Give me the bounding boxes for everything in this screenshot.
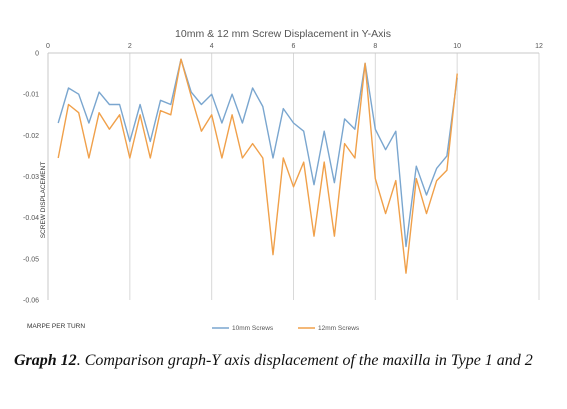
x-tick-label: 2 [128,43,132,50]
y-tick-label: -0.02 [23,133,39,140]
x-tick-label: 0 [46,43,50,50]
x-tick-label: 4 [210,43,214,50]
legend: 10mm Screws 12mm Screws [212,325,360,332]
caption-text: . Comparison graph-Y axis displacement o… [76,352,533,369]
line-chart: 10mm & 12 mm Screw Displacement in Y-Axi… [23,28,543,332]
series-line-10mm [57,58,458,248]
y-tick-label: 0 [35,51,39,58]
legend-label: 10mm Screws [232,325,274,332]
x-tick-label: 6 [292,43,296,50]
x-tick-label: 8 [373,43,377,50]
y-tick-label: -0.01 [23,92,39,99]
legend-label: 12mm Screws [318,325,360,332]
x-axis-title: MARPE PER TURN [27,323,85,330]
y-tick-label: -0.03 [23,174,39,181]
y-tick-label: -0.04 [23,215,39,222]
x-tick-label: 12 [535,43,543,50]
axes: 0 2 4 6 8 10 12 0 -0.01 -0.02 -0.03 -0.04 -0.05 -0.06 [23,43,543,305]
x-tick-label: 10 [453,43,461,50]
chart-title: 10mm & 12 mm Screw Displacement in Y-Axi… [175,28,391,40]
series-line-12mm [57,58,458,274]
caption-label: Graph 12 [14,352,77,369]
figure-caption: Graph 12. Comparison graph-Y axis displa… [14,351,559,371]
y-tick-label: -0.05 [23,256,39,263]
y-axis-title: SCREW DISPLACEMENT [40,162,47,239]
y-tick-label: -0.06 [23,298,39,305]
series-layer [57,58,458,274]
